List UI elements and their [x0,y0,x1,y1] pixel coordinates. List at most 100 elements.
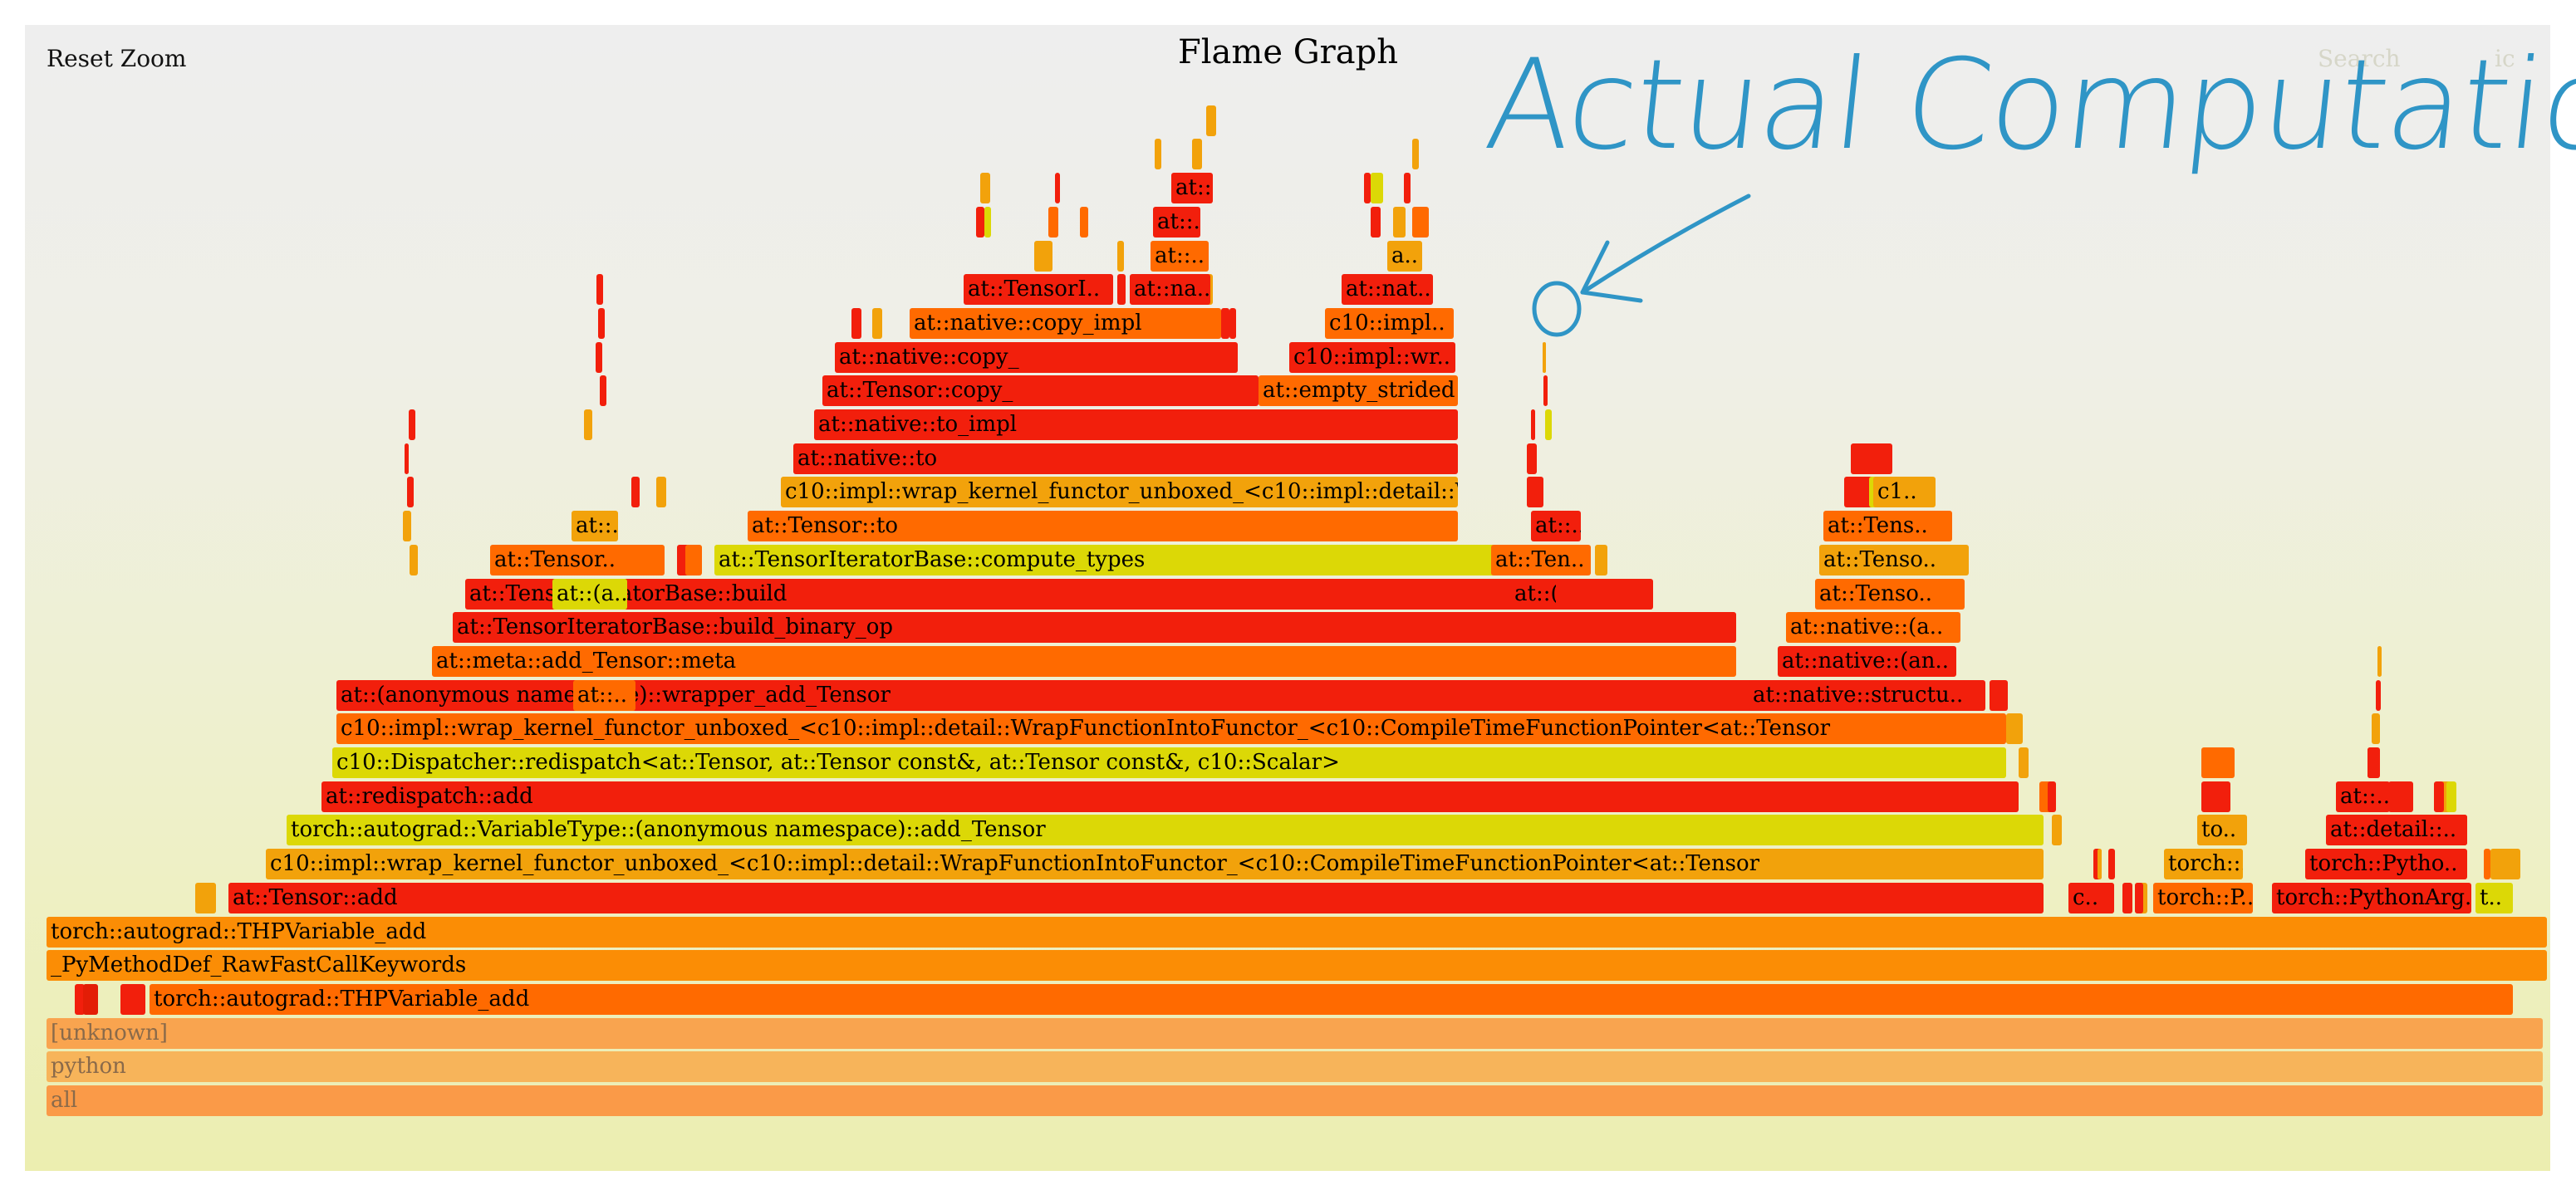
stack-frame[interactable]: at::.. [572,511,618,542]
frame-sliver[interactable] [405,443,409,474]
frame-sliver[interactable] [1527,443,1537,474]
stack-frame[interactable]: at::Tensor::add [228,882,2044,913]
frame-sliver[interactable] [195,882,216,913]
stack-frame[interactable]: at::Tens.. [1823,511,1952,542]
stack-frame[interactable]: c10::Dispatcher::redispatch<at::Tensor, … [332,747,2006,778]
stack-frame[interactable]: at::TensorIteratorBase::build_binary_op [453,612,1736,644]
frame-sliver[interactable] [1851,443,1892,474]
stack-frame[interactable]: at::native::structu.. [1749,679,1965,711]
stack-frame[interactable]: at::native::(a.. [1786,612,1960,644]
stack-frame[interactable]: at::Tensor.. [490,544,665,575]
stack-frame[interactable]: at::TensorI.. [964,274,1113,306]
stack-frame[interactable]: c1.. [1873,477,1936,508]
frame-sliver[interactable] [1229,307,1236,339]
frame-sliver[interactable] [120,983,145,1015]
frame-sliver[interactable] [656,477,666,508]
stack-frame[interactable]: at::native::(an.. [1778,645,1956,677]
stack-frame[interactable]: [unknown] [47,1017,2543,1049]
frame-sliver[interactable] [596,341,602,373]
stack-frame[interactable]: at::.. [573,679,635,711]
stack-frame[interactable]: at::.. [1171,173,1213,204]
stack-frame[interactable]: at::Ten.. [1491,544,1591,575]
frame-sliver[interactable] [83,983,98,1015]
frame-sliver[interactable] [980,173,990,204]
frame-sliver[interactable] [2434,781,2444,812]
stack-frame[interactable]: at::native::to [793,443,1458,474]
stack-frame[interactable]: at::meta::add_Tensor::meta [432,645,1736,677]
frame-sliver[interactable] [2201,747,2235,778]
frame-sliver[interactable] [2135,882,2143,913]
stack-frame[interactable]: at::na.. [1130,274,1210,306]
frame-sliver[interactable] [2377,645,2382,677]
stack-frame[interactable]: torch::autograd::VariableType::(anonymou… [287,815,2044,846]
frame-sliver[interactable] [1404,173,1411,204]
frame-sliver[interactable] [1192,139,1202,170]
stack-frame[interactable]: all [47,1085,2543,1116]
stack-frame[interactable]: _PyMethodDef_RawFastCallKeywords [47,950,2547,982]
stack-frame[interactable]: a.. [1387,240,1422,272]
frame-sliver[interactable] [1080,206,1088,238]
frame-sliver[interactable] [403,511,411,542]
stack-frame[interactable]: at::Tensor::copy_ [822,375,1259,407]
frame-sliver[interactable] [851,307,861,339]
frame-sliver[interactable] [2367,747,2380,778]
frame-sliver[interactable] [409,409,415,440]
frame-sliver[interactable] [1055,173,1060,204]
frame-sliver[interactable] [1117,240,1124,272]
frame-sliver[interactable] [1527,477,1543,508]
frame-sliver[interactable] [685,544,702,575]
frame-sliver[interactable] [1048,206,1058,238]
frame-sliver[interactable] [598,307,605,339]
stack-frame[interactable]: t.. [2475,882,2513,913]
frame-sliver[interactable] [1206,105,1216,136]
stack-frame[interactable]: at::redispatch::add [321,781,2019,812]
stack-frame[interactable]: at::(a.. [552,578,627,610]
frame-sliver[interactable] [1155,139,1161,170]
stack-frame[interactable]: c.. [2068,882,2114,913]
stack-frame[interactable]: c10::impl::wrap_kernel_functor_unboxed_<… [266,849,2044,880]
frame-sliver[interactable] [2446,781,2456,812]
reset-zoom-button[interactable]: Reset Zoom [47,45,187,72]
frame-sliver[interactable] [2019,747,2029,778]
frame-sliver[interactable] [600,375,606,407]
frame-sliver[interactable] [2108,849,2115,880]
frame-sliver[interactable] [1034,240,1052,272]
frame-sliver[interactable] [584,409,592,440]
frame-sliver[interactable] [2052,815,2062,846]
stack-frame[interactable]: torch::.. [2164,849,2243,880]
frame-sliver[interactable] [2376,679,2381,711]
frame-sliver[interactable] [2490,849,2520,880]
frame-sliver[interactable] [1117,274,1126,306]
frame-sliver[interactable] [596,274,603,306]
stack-frame[interactable]: at::Tenso.. [1815,578,1965,610]
frame-sliver[interactable] [1545,409,1552,440]
frame-sliver[interactable] [1531,409,1535,440]
frame-sliver[interactable] [2388,781,2413,812]
frame-sliver[interactable] [872,307,882,339]
frame-sliver[interactable] [631,477,640,508]
frame-sliver[interactable] [410,544,418,575]
stack-frame[interactable]: at::.. [2336,781,2390,812]
frame-sliver[interactable] [1412,139,1419,170]
frame-sliver[interactable] [1371,206,1381,238]
frame-sliver[interactable] [2484,849,2490,880]
stack-frame[interactable]: at::empty_strided [1259,375,1458,407]
frame-sliver[interactable] [1221,307,1229,339]
frame-sliver[interactable] [1543,341,1546,373]
frame-sliver[interactable] [1371,173,1383,204]
stack-frame[interactable]: at::TensorIteratorBase::build [465,578,1653,610]
stack-frame[interactable]: c10::impl.. [1325,307,1454,339]
stack-frame[interactable]: torch::PythonArg.. [2272,882,2471,913]
stack-frame[interactable]: at::TensorIteratorBase::compute_types [714,544,1495,575]
frame-sliver[interactable] [976,206,984,238]
stack-frame[interactable]: c10::impl::wrap_kernel_functor_unboxed_<… [336,713,2006,745]
frame-sliver[interactable] [1412,206,1429,238]
frame-sliver[interactable] [75,983,85,1015]
frame-sliver[interactable] [2201,781,2230,812]
search-button[interactable]: Search [2318,45,2401,72]
stack-frame[interactable]: at::.. [1151,240,1209,272]
stack-frame[interactable]: at::detail::.. [2326,815,2467,846]
stack-frame[interactable]: to.. [2197,815,2247,846]
stack-frame[interactable]: c10::impl::wrap_kernel_functor_unboxed_<… [781,477,1458,508]
stack-frame[interactable]: torch::autograd::THPVariable_add [47,916,2547,948]
